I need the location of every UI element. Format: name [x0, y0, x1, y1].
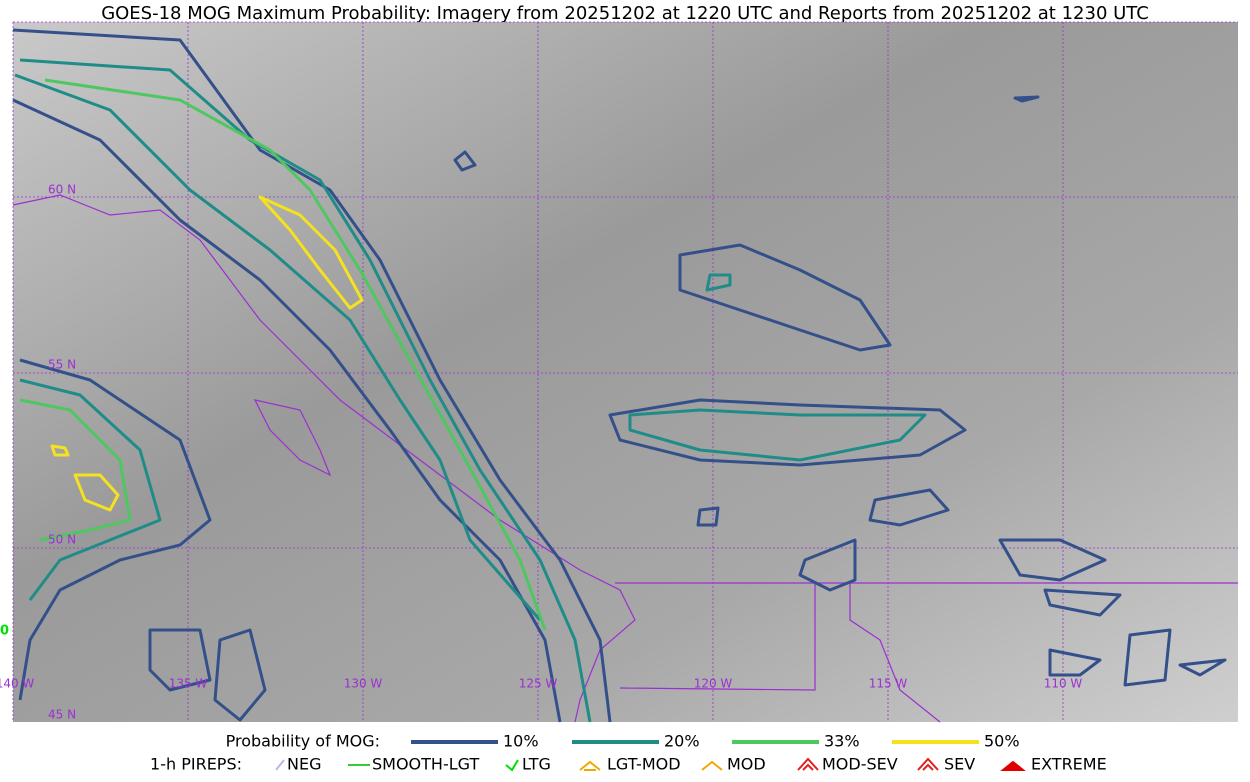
legend-label: 20% — [664, 732, 700, 751]
legend-label: MOD — [727, 755, 766, 774]
lon-label: 140 W — [0, 677, 34, 691]
legend-label: 10% — [503, 732, 539, 751]
lat-label: 50 N — [48, 533, 76, 547]
lon-label: 135 W — [169, 677, 208, 691]
report-label: 0 — [0, 624, 9, 639]
lon-label: 130 W — [344, 677, 383, 691]
lat-label: 55 N — [48, 358, 76, 372]
legend-title: Probability of MOG: — [226, 732, 380, 751]
lat-label: 60 N — [48, 183, 76, 197]
legend-symbol — [275, 759, 285, 771]
legend-title: 1-h PIREPS: — [150, 755, 242, 774]
legend-label: 33% — [824, 732, 860, 751]
legend-label: MOD-SEV — [822, 755, 898, 774]
legend-label: 50% — [984, 732, 1020, 751]
legend: Probability of MOG: 1-h PIREPS: 10% 20% 33… — [150, 732, 1107, 774]
legend-label: LGT-MOD — [607, 755, 681, 774]
lat-label: 45 N — [48, 708, 76, 722]
legend-label: LTG — [522, 755, 551, 774]
legend-label: SEV — [944, 755, 975, 774]
graticule — [12, 21, 1238, 722]
legend-symbol — [579, 760, 601, 771]
lon-label: 115 W — [869, 677, 908, 691]
legend-label: NEG — [287, 755, 321, 774]
contours — [12, 28, 1227, 723]
legend-symbol — [505, 759, 519, 772]
legend-symbol — [701, 760, 723, 771]
lon-label: 120 W — [694, 677, 733, 691]
map: 60 N 55 N 50 N 45 N 0 140 W 135 W 130 W 125… — [0, 21, 1238, 723]
lon-label: 110 W — [1044, 677, 1083, 691]
legend-symbol — [1000, 760, 1026, 771]
legend-label: SMOOTH-LGT — [372, 755, 479, 774]
satellite-image — [13, 22, 1238, 722]
map-labels: 60 N 55 N 50 N 45 N 0 140 W 135 W 130 W 125… — [0, 183, 1082, 722]
legend-symbol — [917, 757, 939, 771]
legend-symbol — [797, 757, 819, 771]
legend-label: EXTREME — [1031, 755, 1107, 774]
lon-label: 125 W — [519, 677, 558, 691]
title: GOES-18 MOG Maximum Probability: Imagery… — [101, 3, 1149, 24]
